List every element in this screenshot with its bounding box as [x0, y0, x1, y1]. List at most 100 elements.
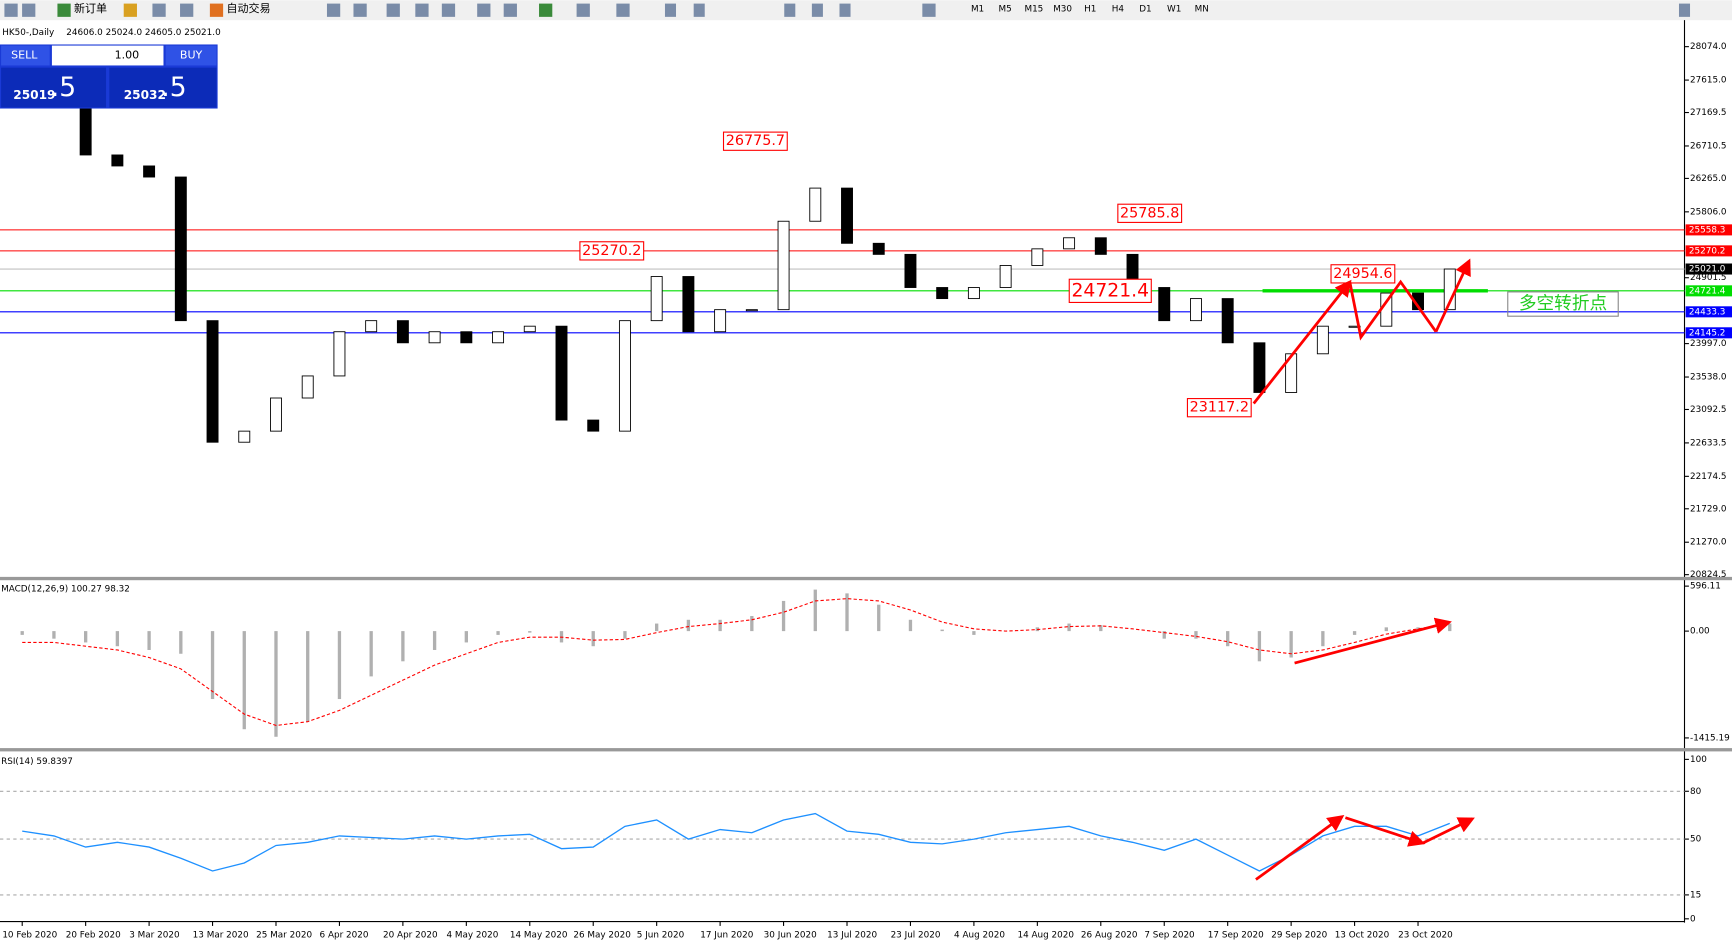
candle	[460, 331, 473, 344]
icon[interactable]	[839, 3, 851, 17]
macd-bar	[147, 631, 151, 650]
lot-value[interactable]: 1.00	[115, 49, 140, 62]
level-tag	[1685, 327, 1732, 339]
auto-trading[interactable]: 自动交易	[226, 1, 270, 15]
icon[interactable]	[4, 3, 18, 17]
rsi-line	[22, 812, 1450, 872]
icon[interactable]	[123, 3, 137, 17]
icon[interactable]	[922, 3, 936, 17]
trade-panel: SELL 1.00 BUY 25019 .5 25032 .5	[0, 44, 218, 109]
candle	[1063, 237, 1076, 250]
icon[interactable]	[664, 3, 677, 17]
x-tick-label: 5 Jun 2020	[637, 930, 685, 940]
icon[interactable]	[152, 3, 166, 17]
icon[interactable]	[477, 3, 491, 17]
sell-label[interactable]: SELL	[11, 49, 38, 62]
icon[interactable]	[353, 3, 367, 17]
macd-bar	[20, 631, 24, 635]
timeframe[interactable]: H4	[1112, 5, 1125, 15]
x-tick-label: 30 Jun 2020	[764, 930, 817, 940]
macd-bar	[1384, 627, 1388, 632]
x-tick-label: 7 Sep 2020	[1144, 930, 1195, 940]
x-tick-label: 6 Apr 2020	[320, 930, 369, 940]
y-tick-label: 20824.5	[1690, 570, 1727, 580]
icon[interactable]	[1678, 3, 1691, 17]
icon[interactable]	[784, 3, 796, 17]
candle	[1221, 298, 1234, 344]
macd-bar	[528, 631, 532, 633]
macd-bar	[591, 631, 595, 647]
price-annotation: 24954.6	[1333, 266, 1392, 282]
x-tick-label: 29 Sep 2020	[1271, 930, 1327, 940]
lot-input[interactable]	[51, 45, 164, 66]
y-tick-label: 22633.5	[1690, 438, 1727, 448]
x-tick-label: 17 Sep 2020	[1208, 930, 1264, 940]
icon[interactable]	[616, 3, 630, 17]
timeframe[interactable]: H1	[1084, 5, 1096, 15]
panel-separator	[0, 748, 1732, 752]
y-tick-label: 23538.0	[1690, 373, 1727, 383]
macd-bar	[337, 631, 342, 700]
candle	[1412, 292, 1424, 311]
candle	[1031, 248, 1044, 266]
candle	[872, 242, 885, 255]
macd-bar	[813, 589, 817, 632]
y-tick-label: 50	[1690, 835, 1702, 845]
icon[interactable]	[57, 3, 71, 17]
level-tag	[1685, 263, 1732, 275]
macd-bar	[718, 619, 722, 632]
x-tick-label: 4 May 2020	[446, 930, 498, 940]
timeframe[interactable]: D1	[1139, 5, 1151, 15]
candle	[555, 325, 568, 421]
bid-pips: .5	[51, 72, 76, 103]
buy-button[interactable]	[165, 45, 217, 66]
timeframe[interactable]: M15	[1024, 5, 1043, 15]
new-order[interactable]: 新订单	[74, 1, 107, 15]
icon[interactable]	[576, 3, 590, 17]
icon[interactable]	[22, 3, 36, 17]
arrow	[1422, 817, 1475, 845]
macd-bar	[781, 600, 786, 632]
icon[interactable]	[326, 3, 341, 17]
timeframe[interactable]: M1	[971, 5, 984, 15]
macd-bar	[1067, 623, 1071, 632]
buy-label[interactable]: BUY	[180, 49, 203, 62]
candle	[650, 276, 663, 322]
icon[interactable]	[209, 3, 224, 17]
y-tick-label: 22174.5	[1690, 472, 1727, 482]
icon[interactable]	[693, 3, 705, 17]
timeframe[interactable]: MN	[1195, 5, 1209, 15]
timeframe[interactable]: W1	[1167, 5, 1181, 15]
icon[interactable]	[386, 3, 400, 17]
level-tag	[1685, 245, 1732, 257]
candle	[841, 187, 853, 244]
icon[interactable]	[441, 3, 456, 17]
x-tick-label: 14 May 2020	[510, 930, 568, 940]
annotation-box	[579, 241, 645, 261]
level-label: 25558.3	[1689, 225, 1726, 235]
icon[interactable]	[811, 3, 823, 17]
icon[interactable]	[539, 3, 553, 17]
y-tick-label: 21270.0	[1690, 538, 1727, 548]
ask-box[interactable]	[109, 67, 217, 108]
bid-box[interactable]	[1, 67, 107, 108]
icon[interactable]	[503, 3, 517, 17]
icon[interactable]	[415, 3, 429, 17]
y-tick-label: 23092.5	[1690, 405, 1727, 415]
candle	[396, 320, 409, 344]
timeframe[interactable]: M5	[999, 5, 1012, 15]
x-tick-label: 23 Oct 2020	[1398, 930, 1453, 940]
timeframe[interactable]: M30	[1053, 5, 1072, 15]
macd-bar	[908, 619, 913, 632]
x-tick-label: 20 Feb 2020	[66, 930, 121, 940]
macd-bar	[686, 619, 691, 632]
arrow	[1252, 279, 1352, 405]
signal-line	[22, 598, 1450, 727]
y-tick-label: 27615.0	[1690, 76, 1727, 86]
y-tick-label: 0	[1690, 914, 1696, 924]
macd-bar	[1289, 631, 1293, 658]
plot: 28074.0 27615.0 27169.5 26710.5 26265.0 25806…	[0, 42, 1732, 940]
icon[interactable]	[180, 3, 194, 17]
sell-button[interactable]	[1, 45, 50, 66]
